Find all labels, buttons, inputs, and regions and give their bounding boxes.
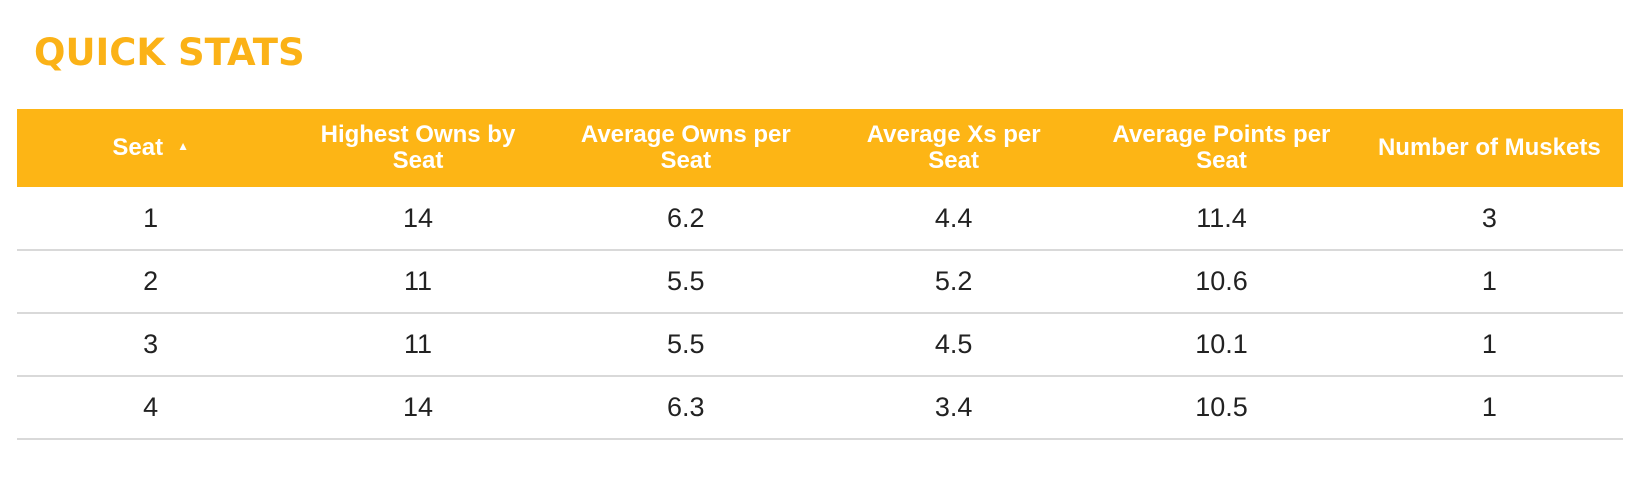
cell-average-owns: 6.3 — [667, 392, 705, 422]
cell-seat: 4 — [143, 392, 159, 422]
cell-highest-owns: 14 — [402, 202, 433, 233]
table-row: 1 14 6.2 4.4 11.4 3 — [17, 187, 1623, 250]
column-header-seat[interactable]: Seat ▲ — [17, 109, 284, 187]
column-header-label: Average Points per Seat — [1112, 121, 1331, 174]
quick-stats-table: Seat ▲ Highest Owns by Seat Average Owns … — [17, 109, 1623, 440]
table-row: 3 11 5.5 4.5 10.1 1 — [17, 313, 1623, 376]
cell-highest-owns: 11 — [403, 266, 432, 296]
cell-average-points: 10.6 — [1195, 266, 1248, 296]
header-row: Seat ▲ Highest Owns by Seat Average Owns … — [17, 109, 1623, 187]
column-header-label: Average Xs per Seat — [866, 121, 1041, 174]
cell-average-points: 10.1 — [1195, 329, 1248, 359]
table-row: 2 11 5.5 5.2 10.6 1 — [17, 250, 1623, 313]
column-header-average-points[interactable]: Average Points per Seat — [1087, 109, 1355, 187]
cell-muskets: 1 — [1481, 392, 1497, 422]
cell-average-xs: 4.4 — [934, 202, 973, 233]
table-row: 4 14 6.3 3.4 10.5 1 — [17, 376, 1623, 439]
cell-average-owns: 5.5 — [667, 266, 705, 296]
cell-average-xs: 5.2 — [934, 266, 973, 296]
column-header-highest-owns[interactable]: Highest Owns by Seat — [284, 109, 551, 187]
column-header-label: Seat — [112, 133, 164, 161]
cell-average-points: 11.4 — [1196, 202, 1247, 233]
cell-seat: 1 — [143, 202, 159, 233]
cell-seat: 3 — [143, 329, 159, 359]
column-header-muskets[interactable]: Number of Muskets — [1356, 109, 1623, 187]
cell-seat: 2 — [143, 266, 159, 296]
sort-ascending-icon[interactable]: ▲ — [177, 139, 189, 154]
cell-average-owns: 6.2 — [667, 202, 705, 233]
cell-average-xs: 4.5 — [934, 329, 973, 359]
page-title: QUICK STATS — [34, 31, 305, 74]
cell-average-points: 10.5 — [1195, 392, 1248, 422]
cell-highest-owns: 14 — [402, 392, 433, 422]
table-body: 1 14 6.2 4.4 11.4 3 2 11 5.5 5.2 10.6 1 … — [17, 187, 1623, 439]
cell-muskets: 1 — [1481, 329, 1497, 359]
column-header-average-owns[interactable]: Average Owns per Seat — [552, 109, 820, 187]
cell-average-xs: 3.4 — [934, 392, 973, 422]
cell-muskets: 1 — [1481, 266, 1497, 296]
table-header: Seat ▲ Highest Owns by Seat Average Owns … — [17, 109, 1623, 187]
cell-muskets: 3 — [1481, 202, 1497, 233]
column-header-average-xs[interactable]: Average Xs per Seat — [820, 109, 1087, 187]
column-header-label: Number of Muskets — [1377, 134, 1601, 161]
column-header-label: Highest Owns by Seat — [320, 121, 516, 174]
cell-average-owns: 5.5 — [667, 329, 705, 359]
cell-highest-owns: 11 — [403, 329, 432, 359]
column-header-label: Average Owns per Seat — [580, 121, 791, 174]
